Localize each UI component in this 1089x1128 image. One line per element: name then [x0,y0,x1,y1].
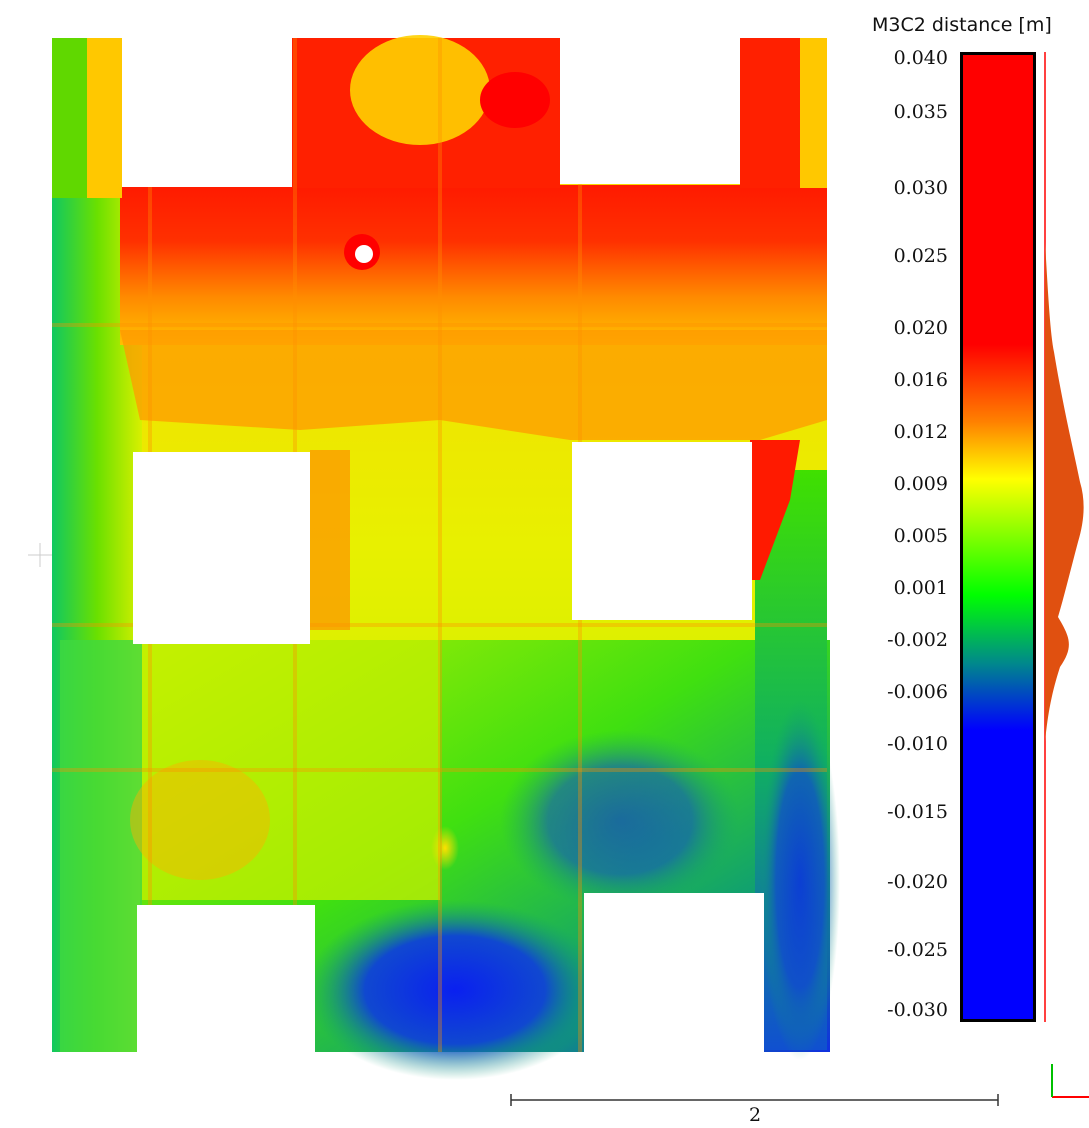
colorbar-tick-label: -0.010 [887,733,948,755]
colorbar-tick-label: 0.035 [893,101,948,123]
colorbar-tick-label: 0.025 [893,245,948,267]
colorbar-tick-label: 0.040 [893,47,948,69]
colorbar-tick-label: 0.030 [893,177,948,199]
crosshair-icon [28,543,52,567]
colorbar-tick-label: -0.025 [887,939,948,961]
scale-bar [510,1094,999,1106]
colorbar-tick-label: -0.015 [887,801,948,823]
colorbar-tick-label: -0.020 [887,871,948,893]
colorbar [960,52,1036,1022]
colorbar-tick-label: -0.030 [887,999,948,1021]
histogram-profile [1045,242,1084,742]
colorbar-tick-label: -0.006 [887,681,948,703]
colorbar-tick-label: 0.012 [893,421,948,443]
colorbar-tick-label: -0.002 [887,629,948,651]
colorbar-tick-label: 0.016 [893,369,948,391]
scale-bar-label: 2 [748,1104,762,1126]
m3c2-point-cloud [52,30,840,1080]
colorbar-title: M3C2 distance [m] [872,14,1052,36]
colorbar-tick-label: 0.005 [893,525,948,547]
colorbar-tick-label: 0.001 [893,577,948,599]
axes-orientation-icon [1051,1064,1089,1098]
colorbar-tick-label: 0.020 [893,317,948,339]
distance-histogram [1044,52,1084,1022]
colorbar-tick-label: 0.009 [893,473,948,495]
